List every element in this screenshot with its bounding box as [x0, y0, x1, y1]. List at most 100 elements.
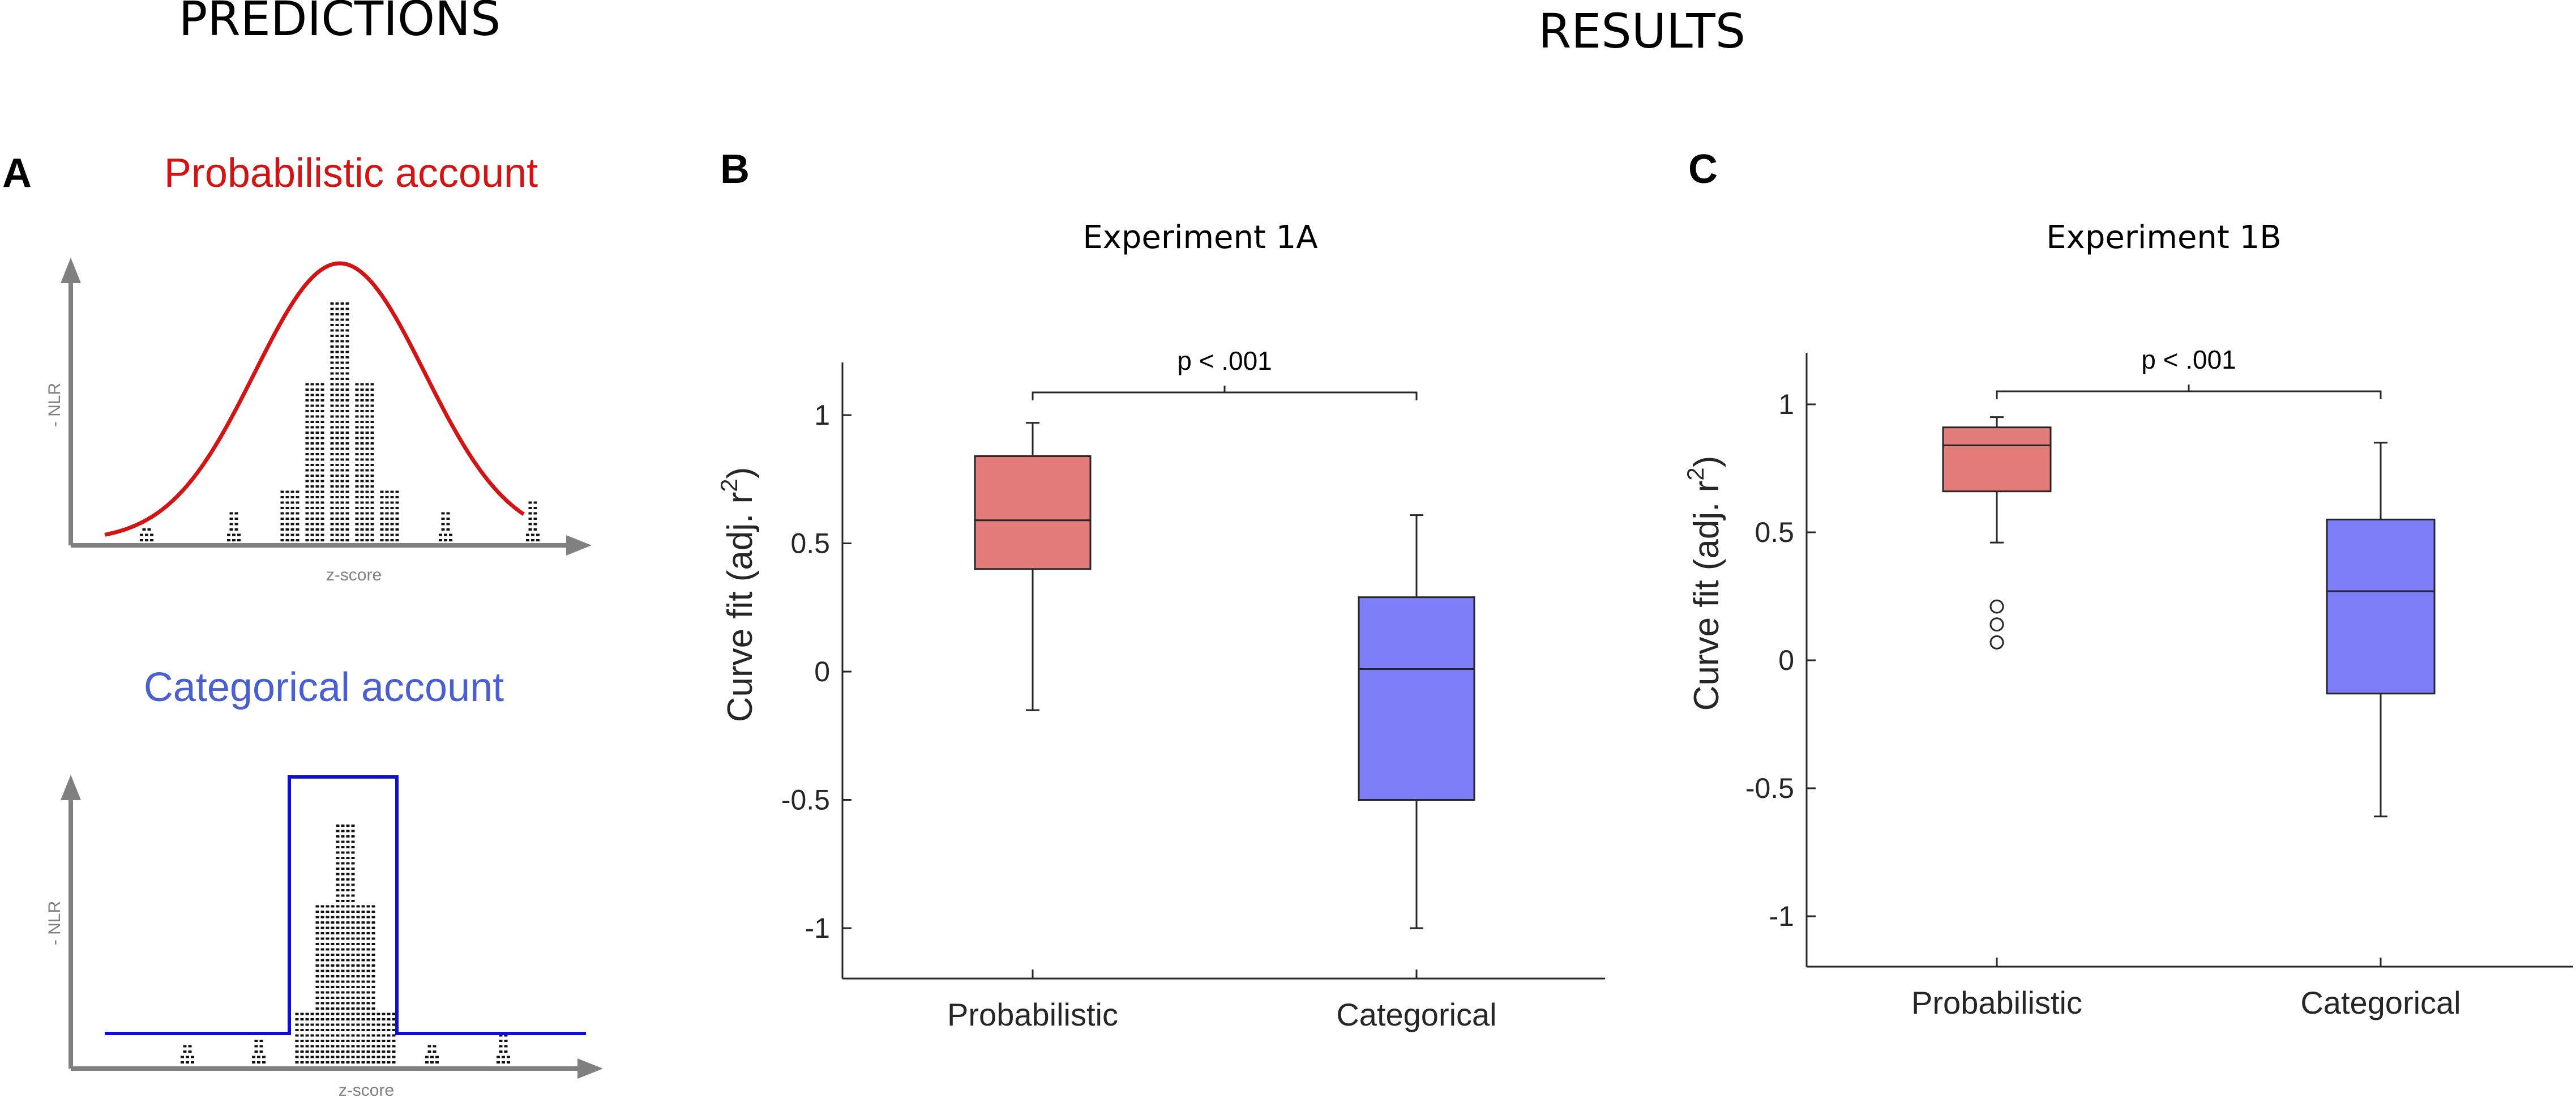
- histogram-dot: [296, 523, 299, 526]
- histogram-dot: [371, 1045, 375, 1048]
- panel-b-y-axis-label: Curve fit (adj. r2): [716, 467, 760, 723]
- histogram-dot: [346, 916, 350, 919]
- histogram-dot: [392, 1056, 396, 1058]
- histogram-dot: [326, 926, 330, 929]
- histogram-dot: [351, 1056, 355, 1058]
- histogram-dot: [335, 447, 339, 450]
- histogram-dot: [533, 507, 537, 509]
- histogram-dot: [305, 523, 309, 526]
- histogram-dot: [370, 490, 374, 493]
- histogram-dot: [351, 975, 355, 977]
- histogram-dot: [341, 986, 345, 988]
- histogram-dot: [335, 437, 339, 439]
- histogram-dot: [341, 964, 345, 967]
- categorical-histogram: [181, 825, 510, 1063]
- histogram-dot: [345, 383, 349, 386]
- histogram-dot: [320, 921, 324, 924]
- histogram-dot: [499, 1045, 503, 1048]
- histogram-dot: [441, 518, 445, 520]
- histogram-dot: [351, 991, 355, 994]
- histogram-dot: [336, 975, 340, 977]
- histogram-dot: [380, 490, 384, 493]
- histogram-dot: [341, 857, 345, 859]
- histogram-dot: [360, 410, 364, 412]
- histogram-dot: [361, 1061, 365, 1063]
- histogram-dot: [528, 518, 532, 520]
- histogram-dot: [320, 464, 324, 466]
- histogram-dot: [310, 1034, 314, 1037]
- histogram-dot: [380, 528, 384, 531]
- histogram-dot: [296, 507, 299, 509]
- histogram-dot: [140, 539, 143, 541]
- histogram-dot: [315, 991, 319, 994]
- histogram-dot: [315, 512, 319, 515]
- histogram-dot: [346, 1023, 350, 1026]
- histogram-dot: [310, 399, 314, 401]
- histogram-dot: [340, 528, 344, 531]
- histogram-dot: [444, 539, 447, 541]
- histogram-dot: [356, 997, 360, 999]
- histogram-dot: [351, 830, 355, 832]
- histogram-dot: [326, 1045, 330, 1048]
- histogram-dot: [330, 426, 334, 429]
- histogram-dot: [336, 943, 340, 945]
- histogram-dot: [446, 523, 450, 526]
- box-categorical: [1358, 596, 1475, 801]
- histogram-dot: [365, 512, 369, 515]
- histogram-dot: [335, 378, 339, 380]
- histogram-dot: [341, 932, 345, 934]
- histogram-dot: [336, 905, 340, 908]
- histogram-dot: [345, 512, 349, 515]
- histogram-dot: [355, 464, 359, 466]
- histogram-dot: [380, 501, 384, 504]
- histogram-dot: [335, 533, 339, 536]
- histogram-dot: [361, 916, 365, 919]
- histogram-dot: [336, 1018, 340, 1020]
- histogram-dot: [351, 878, 355, 881]
- histogram-dot: [341, 1013, 345, 1015]
- histogram-dot: [365, 475, 369, 477]
- outlier-marker: [1989, 599, 2004, 614]
- histogram-dot: [507, 1061, 510, 1063]
- histogram-dot: [387, 1013, 391, 1015]
- histogram-dot: [345, 415, 349, 418]
- histogram-dot: [320, 980, 324, 983]
- histogram-dot: [295, 1029, 299, 1031]
- histogram-dot: [360, 539, 364, 541]
- histogram-dot: [370, 533, 374, 536]
- y-axis-label: - NLR: [45, 901, 64, 945]
- histogram-dot: [335, 512, 339, 515]
- histogram-dot: [371, 911, 375, 913]
- histogram-dot: [504, 1045, 508, 1048]
- histogram-dot: [335, 367, 339, 369]
- histogram-dot: [341, 911, 345, 913]
- histogram-dot: [310, 437, 314, 439]
- histogram-dot: [330, 485, 334, 488]
- histogram-dot: [315, 480, 319, 482]
- histogram-dot: [305, 1061, 309, 1063]
- histogram-dot: [439, 539, 442, 541]
- histogram-dot: [310, 410, 314, 412]
- histogram-dot: [330, 469, 334, 472]
- histogram-dot: [331, 1002, 335, 1005]
- histogram-dot: [345, 533, 349, 536]
- histogram-dot: [305, 388, 309, 391]
- histogram-dot: [340, 367, 344, 369]
- histogram-dot: [345, 507, 349, 509]
- histogram-dot: [305, 475, 309, 477]
- histogram-dot: [336, 916, 340, 919]
- histogram-dot: [504, 1040, 508, 1042]
- histogram-dot: [330, 458, 334, 461]
- histogram-dot: [335, 458, 339, 461]
- histogram-dot: [376, 1050, 380, 1053]
- histogram-dot: [341, 1034, 345, 1037]
- histogram-dot: [345, 394, 349, 396]
- histogram-dot: [330, 372, 334, 375]
- histogram-dot: [335, 399, 339, 401]
- histogram-dot: [330, 539, 334, 541]
- histogram-dot: [320, 1023, 324, 1026]
- histogram-dot: [310, 533, 314, 536]
- histogram-dot: [335, 345, 339, 348]
- histogram-dot: [366, 1029, 370, 1031]
- histogram-dot: [336, 873, 340, 875]
